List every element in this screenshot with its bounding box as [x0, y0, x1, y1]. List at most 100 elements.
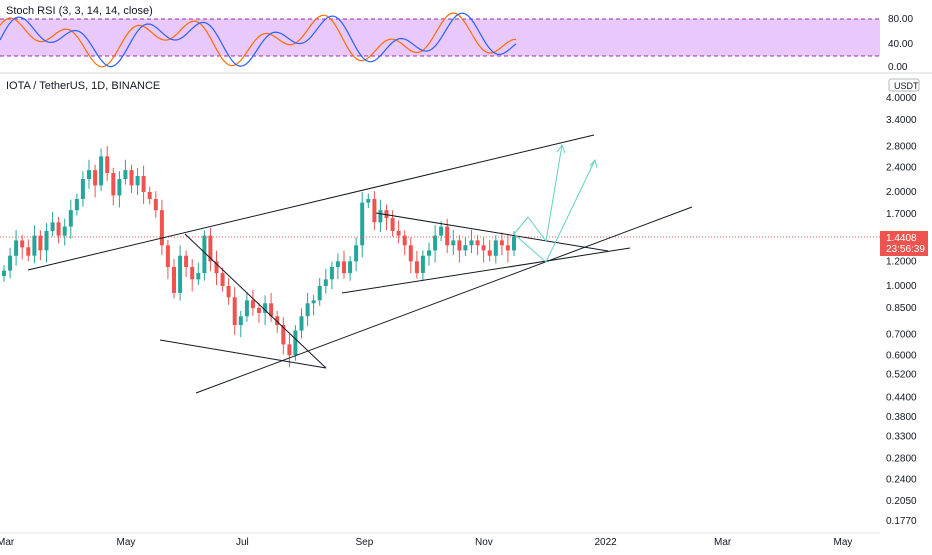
candle-body	[348, 261, 353, 274]
candle-body	[335, 261, 340, 268]
candle-body	[378, 210, 383, 223]
candle-body	[439, 226, 444, 236]
price-tick-label: 1.7000	[886, 209, 917, 220]
candle-body	[366, 199, 371, 203]
candle-body	[244, 300, 249, 317]
candle-body	[123, 170, 128, 179]
candle-body	[354, 245, 359, 262]
candle-body	[372, 199, 377, 223]
stoch-tick-80: 80.00	[888, 14, 913, 25]
candle-body	[263, 303, 268, 313]
candle-body	[93, 170, 98, 186]
stoch-rsi-label: Stoch RSI (3, 3, 14, 14, close)	[6, 5, 153, 17]
time-tick-label: Nov	[475, 537, 493, 548]
candle-body	[257, 308, 261, 313]
candle-body	[172, 267, 176, 293]
candle-body	[32, 235, 37, 256]
candle-body	[129, 170, 134, 186]
price-axis[interactable]: 4.0000 3.4000 2.8000 2.4000 2.0000 1.7000 1.20…	[886, 93, 917, 527]
candle-body	[269, 303, 274, 317]
price-tick-label: 0.8500	[886, 303, 917, 314]
stoch-tick-40: 40.00	[888, 39, 913, 50]
candle-body	[226, 286, 231, 298]
time-tick-label: May	[117, 537, 136, 548]
time-tick-label: Mar	[0, 537, 15, 548]
time-tick-label: Mar	[714, 537, 732, 548]
price-tick-label: 0.6000	[886, 350, 917, 361]
candle-body	[80, 179, 85, 199]
candle-body	[44, 231, 49, 251]
candle-body	[451, 240, 456, 246]
candle-body	[402, 235, 407, 246]
current-price-tag-box	[880, 231, 928, 256]
candle-body	[487, 250, 492, 256]
falling-wedge-lower	[159, 339, 327, 369]
chart-title: IOTA / TetherUS, 1D, BINANCE	[6, 80, 160, 92]
candle-body	[323, 279, 328, 286]
candle-body	[250, 300, 255, 309]
candle-body	[311, 300, 316, 304]
price-tick-label: 0.1770	[886, 516, 917, 527]
candle-body	[512, 236, 516, 251]
candle-body	[105, 156, 110, 173]
current-price-tag: 1.4408 23:56:39	[880, 231, 928, 256]
candle-body	[499, 240, 504, 246]
candle-body	[287, 344, 292, 356]
candle-body	[445, 226, 450, 246]
candle-body	[214, 261, 219, 274]
candle-body	[74, 199, 79, 211]
candle-body	[153, 199, 158, 211]
candle-body	[505, 245, 510, 251]
candle-body	[178, 255, 183, 293]
price-tick-label: 1.0000	[886, 281, 917, 292]
candle-body	[299, 316, 304, 331]
price-tick-label: 0.5200	[886, 370, 917, 381]
candle-body	[232, 297, 237, 325]
currency-label: USDT	[894, 81, 919, 91]
price-tick-label: 0.2050	[886, 496, 917, 507]
price-tick-label: 2.4000	[886, 162, 917, 173]
candle-body	[2, 270, 6, 277]
current-price-value: 1.4408	[886, 233, 917, 244]
candle-body	[56, 222, 61, 236]
candle-body	[433, 235, 438, 251]
stoch-rsi-pane: Stoch RSI (3, 3, 14, 14, close) 80.00 40…	[0, 5, 913, 73]
candle-body	[20, 240, 25, 248]
projection-arrowhead-2	[589, 158, 598, 169]
price-tick-label: 0.2800	[886, 454, 917, 465]
candle-body	[238, 316, 243, 326]
projection-arrowhead-1	[556, 143, 566, 154]
price-tick-label: 2.0000	[886, 187, 917, 198]
currency-badge[interactable]: USDT	[888, 78, 920, 92]
candle-body	[14, 240, 19, 256]
price-tick-label: 2.8000	[886, 141, 917, 152]
candle-body	[493, 240, 498, 256]
time-tick-label: Jul	[236, 537, 249, 548]
candle-body	[26, 247, 31, 256]
rising-channel-upper	[27, 134, 595, 271]
price-tick-label: 3.4000	[886, 115, 917, 126]
stoch-rsi-k-line	[0, 12, 517, 68]
projection-path-2	[513, 159, 596, 263]
countdown-value: 23:56:39	[886, 244, 925, 255]
candle-body	[117, 179, 122, 196]
price-tick-label: 0.3300	[886, 431, 917, 442]
candle-body	[99, 156, 104, 186]
stoch-rsi-lines	[0, 12, 517, 68]
candle-body	[342, 261, 346, 274]
projection-paths	[513, 143, 598, 263]
rising-channel-lower	[195, 206, 693, 394]
candle-body	[281, 325, 286, 345]
candle-body	[165, 245, 170, 267]
candle-body	[159, 210, 164, 246]
candle-body	[293, 330, 298, 356]
projection-path-1	[513, 144, 563, 243]
candle-body	[317, 286, 322, 301]
candle-body	[141, 176, 146, 192]
trend-drawings	[27, 134, 693, 394]
candle-body	[184, 255, 189, 267]
stoch-tick-0: 0.00	[888, 62, 908, 73]
time-axis[interactable]: Mar May Jul Sep Nov 2022 Mar May	[0, 537, 852, 548]
